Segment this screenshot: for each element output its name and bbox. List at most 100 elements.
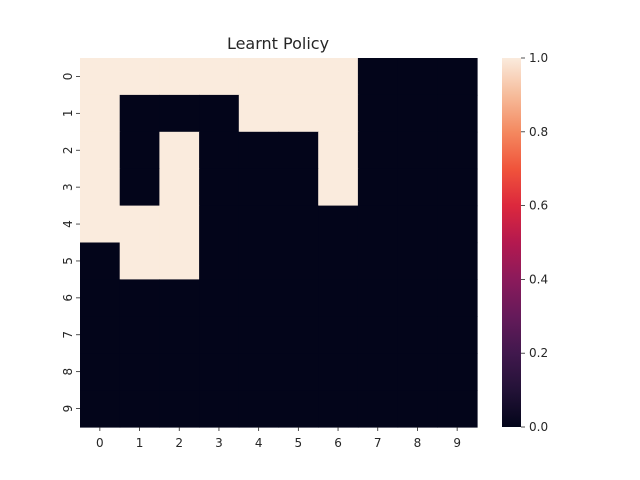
heatmap-cell-r7-c2 <box>159 316 200 354</box>
heatmap-cell-r1-c9 <box>437 94 478 133</box>
heatmap-cell-r9-c3 <box>199 390 240 428</box>
heatmap-cell-r0-c1 <box>119 58 160 96</box>
heatmap-cell-r7-c7 <box>357 316 399 354</box>
x-tick-label-6: 6 <box>334 436 342 450</box>
heatmap-cell-r5-c9 <box>437 242 478 280</box>
heatmap-cell-r3-c5 <box>278 168 319 207</box>
heatmap-cell-r1-c8 <box>397 94 438 133</box>
heatmap-cell-r1-c0 <box>80 94 121 133</box>
heatmap-cell-r9-c4 <box>238 390 280 428</box>
heatmap-cell-r6-c5 <box>278 279 319 317</box>
heatmap-cell-r3-c8 <box>397 168 438 207</box>
heatmap-cell-r1-c5 <box>278 94 319 133</box>
heatmap-cell-r8-c2 <box>159 353 200 391</box>
heatmap-cell-r8-c6 <box>318 353 359 391</box>
y-tick-label-4: 4 <box>61 220 75 228</box>
x-tick-label-0: 0 <box>96 436 104 450</box>
colorbar-ticks: 0.0 0.2 0.4 0.6 0.8 1.0 <box>521 51 548 434</box>
heatmap-cell-r5-c6 <box>318 242 359 280</box>
heatmap-cell-r3-c3 <box>199 168 240 207</box>
heatmap-cell-r9-c7 <box>357 390 399 428</box>
heatmap-cell-r7-c1 <box>119 316 160 354</box>
heatmap-cell-r1-c2 <box>159 94 200 133</box>
heatmap-cell-r9-c1 <box>119 390 160 428</box>
heatmap-cell-r6-c9 <box>437 279 478 317</box>
x-tick-label-4: 4 <box>255 436 263 450</box>
y-tick-label-1: 1 <box>61 110 75 118</box>
heatmap-cell-r2-c0 <box>80 131 121 170</box>
x-tick-label-2: 2 <box>175 436 183 450</box>
heatmap-cell-r6-c0 <box>80 279 121 317</box>
heatmap-cell-r1-c4 <box>238 94 280 133</box>
heatmap-cell-r1-c1 <box>119 94 160 133</box>
heatmap-cell-r9-c0 <box>80 390 121 428</box>
heatmap-cell-r4-c7 <box>357 205 399 244</box>
heatmap-cell-r4-c2 <box>159 205 200 244</box>
heatmap-cell-r3-c4 <box>238 168 280 207</box>
heatmap-cell-r4-c5 <box>278 205 319 244</box>
heatmap-cell-r8-c0 <box>80 353 121 391</box>
heatmap-cell-r3-c6 <box>318 168 359 207</box>
heatmap-cell-r8-c7 <box>357 353 399 391</box>
y-tick-label-7: 7 <box>61 331 75 339</box>
heatmap-cell-r1-c7 <box>357 94 399 133</box>
heatmap-cell-r0-c3 <box>199 58 240 96</box>
heatmap-cell-r2-c1 <box>119 131 160 170</box>
colorbar-tick-label-0: 0.0 <box>529 420 548 434</box>
heatmap-cell-r7-c6 <box>318 316 359 354</box>
x-tick-label-3: 3 <box>215 436 223 450</box>
heatmap-cell-r7-c0 <box>80 316 121 354</box>
heatmap-cell-r6-c2 <box>159 279 200 317</box>
x-tick-label-9: 9 <box>453 436 461 450</box>
heatmap-cell-r2-c8 <box>397 131 438 170</box>
heatmap-cell-r2-c2 <box>159 131 200 170</box>
heatmap-cell-r3-c7 <box>357 168 399 207</box>
heatmap-cell-r0-c9 <box>437 58 478 96</box>
heatmap-cell-r4-c0 <box>80 205 121 244</box>
heatmap-cell-r4-c1 <box>119 205 160 244</box>
heatmap-cell-r2-c4 <box>238 131 280 170</box>
heatmap-cell-r0-c8 <box>397 58 438 96</box>
heatmap-cell-r4-c9 <box>437 205 478 244</box>
x-tick-label-1: 1 <box>136 436 144 450</box>
heatmap-cell-r4-c4 <box>238 205 280 244</box>
heatmap-cell-r6-c6 <box>318 279 359 317</box>
heatmap-cell-r0-c0 <box>80 58 121 96</box>
heatmap-cell-r3-c1 <box>119 168 160 207</box>
heatmap-cell-r5-c7 <box>357 242 399 280</box>
heatmap-cell-r6-c3 <box>199 279 240 317</box>
chart-title: Learnt Policy <box>227 34 329 53</box>
heatmap-cell-r3-c2 <box>159 168 200 207</box>
heatmap-cell-r9-c9 <box>437 390 478 428</box>
heatmap-cell-r0-c4 <box>238 58 280 96</box>
colorbar-tick-label-2: 0.4 <box>529 272 548 286</box>
colorbar-tick-label-5: 1.0 <box>529 51 548 65</box>
heatmap-cell-r5-c5 <box>278 242 319 280</box>
heatmap-cell-r7-c5 <box>278 316 319 354</box>
heatmap-cell-r5-c4 <box>238 242 280 280</box>
heatmap-cell-r2-c3 <box>199 131 240 170</box>
heatmap-cell-r6-c1 <box>119 279 160 317</box>
colorbar-tick-label-4: 0.8 <box>529 125 548 139</box>
heatmap-cell-r3-c9 <box>437 168 478 207</box>
heatmap-cell-r4-c3 <box>199 205 240 244</box>
y-tick-label-8: 8 <box>61 368 75 376</box>
heatmap-cell-r2-c9 <box>437 131 478 170</box>
heatmap-cell-r9-c6 <box>318 390 359 428</box>
x-tick-label-8: 8 <box>414 436 422 450</box>
heatmap-cell-r8-c8 <box>397 353 438 391</box>
heatmap-cell-r8-c5 <box>278 353 319 391</box>
x-tick-label-7: 7 <box>374 436 382 450</box>
heatmap-cell-r5-c1 <box>119 242 160 280</box>
heatmap-cell-r7-c4 <box>238 316 280 354</box>
heatmap-cell-r8-c9 <box>437 353 478 391</box>
heatmap-cell-r0-c2 <box>159 58 200 96</box>
heatmap-cell-r8-c3 <box>199 353 240 391</box>
heatmap-cell-r1-c3 <box>199 94 240 133</box>
y-tick-label-0: 0 <box>61 73 75 81</box>
heatmap-cell-r2-c5 <box>278 131 319 170</box>
heatmap-cell-r9-c8 <box>397 390 438 428</box>
heatmap-cell-r9-c2 <box>159 390 200 428</box>
heatmap-cell-r6-c4 <box>238 279 280 317</box>
